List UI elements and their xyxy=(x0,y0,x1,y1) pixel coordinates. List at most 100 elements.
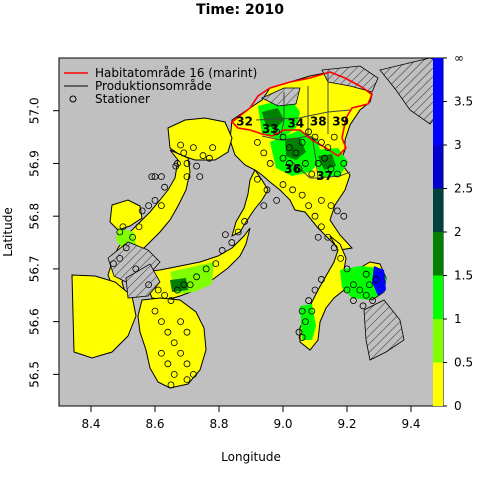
station-marker xyxy=(330,133,338,141)
production-labels: 32 33 34 38 39 36 37 xyxy=(236,114,349,182)
prod-boundary-37 xyxy=(311,135,351,179)
production-area-label: 33 xyxy=(262,122,279,136)
station-marker xyxy=(333,170,341,178)
station-marker xyxy=(138,207,146,215)
station-marker xyxy=(164,360,172,368)
station-marker xyxy=(317,223,325,231)
colorbar-bin xyxy=(433,362,443,406)
water-far-west xyxy=(71,274,137,359)
y-tick-label: 56.7 xyxy=(28,256,42,283)
station-marker xyxy=(199,152,207,159)
station-marker xyxy=(157,349,165,357)
station-marker xyxy=(289,186,297,194)
station-marker xyxy=(183,173,191,181)
station-marker xyxy=(110,260,117,268)
station-marker xyxy=(221,231,229,239)
water-northwest-lobe xyxy=(109,199,143,231)
station-marker xyxy=(279,133,287,141)
station-marker xyxy=(317,196,325,204)
legend-circle-symbol xyxy=(69,95,77,103)
prod-boundary-36-37 xyxy=(289,159,320,179)
station-marker xyxy=(340,160,348,167)
y-tick-label: 56.8 xyxy=(28,203,42,230)
x-tick-label: 8.6 xyxy=(145,417,164,431)
station-marker xyxy=(372,276,380,283)
station-marker xyxy=(337,254,345,262)
x-tick-label: 8.4 xyxy=(81,417,100,431)
station-marker xyxy=(285,144,293,152)
prod-boundary-36 xyxy=(261,135,319,141)
habitat-boundary xyxy=(230,71,373,158)
station-marker xyxy=(359,302,367,310)
station-marker xyxy=(333,207,341,215)
x-axis: 8.4 8.6 8.8 9.0 9.2 9.4 xyxy=(81,406,421,431)
colorbar-bin xyxy=(433,188,443,232)
station-marker xyxy=(343,265,351,273)
station-marker xyxy=(180,149,188,157)
colorbar-label: 3.5 xyxy=(454,95,473,109)
station-marker xyxy=(202,265,210,273)
colorbar-label: 2 xyxy=(454,225,462,239)
station-marker xyxy=(349,297,357,304)
colorbar-bin xyxy=(433,58,443,102)
station-marker xyxy=(266,160,274,167)
station-marker xyxy=(298,138,306,146)
station-marker xyxy=(157,173,165,181)
station-marker xyxy=(157,318,165,326)
station-marker xyxy=(295,165,303,173)
station-marker xyxy=(122,244,130,252)
station-marker xyxy=(298,307,306,315)
station-marker xyxy=(263,186,271,194)
station-marker xyxy=(308,307,316,315)
station-marker xyxy=(311,133,319,141)
station-marker xyxy=(218,247,226,254)
station-marker xyxy=(189,144,197,152)
colorbar-label: 0 xyxy=(454,399,462,413)
station-marker xyxy=(205,154,213,162)
production-area-label: 38 xyxy=(310,114,327,128)
station-marker xyxy=(301,160,309,167)
station-marker xyxy=(132,265,140,273)
station-marker xyxy=(161,183,169,191)
station-marker xyxy=(183,360,191,368)
station-marker xyxy=(305,202,313,210)
station-marker xyxy=(193,273,201,281)
prod-boundary-33-34 xyxy=(279,92,285,141)
station-marker xyxy=(311,286,319,294)
station-marker xyxy=(362,291,370,299)
water-southwest-bay xyxy=(137,297,207,389)
station-marker xyxy=(135,223,143,231)
y-tick-label: 56.6 xyxy=(28,308,42,335)
colorbar-label: ∞ xyxy=(454,51,464,65)
station-marker xyxy=(365,281,373,289)
station-marker xyxy=(273,128,281,136)
station-marker xyxy=(173,160,181,167)
shade-southeast-blue xyxy=(372,266,386,296)
station-marker xyxy=(170,339,178,347)
production-area-label: 34 xyxy=(287,117,304,131)
station-marker xyxy=(301,318,309,326)
station-marker xyxy=(314,233,322,241)
station-marker xyxy=(228,239,236,246)
station-marker xyxy=(324,233,332,241)
hatched-west-island-2 xyxy=(125,263,161,299)
station-marker xyxy=(321,154,329,162)
station-marker xyxy=(314,160,322,167)
station-marker xyxy=(196,173,204,181)
station-marker xyxy=(116,254,124,262)
station-marker xyxy=(253,138,261,146)
water-central-band xyxy=(141,227,251,301)
station-marker xyxy=(116,228,124,236)
station-marker xyxy=(167,297,175,304)
station-marker xyxy=(170,370,178,378)
station-marker xyxy=(173,286,181,294)
station-marker xyxy=(177,349,185,357)
legend-label: Habitatområde 16 (marint) xyxy=(95,66,257,80)
colorbar-bin xyxy=(433,319,443,363)
station-marker xyxy=(189,370,197,378)
production-area-label: 37 xyxy=(316,169,333,183)
colorbar-bin xyxy=(433,232,443,276)
colorbar-label: 2.5 xyxy=(454,182,473,196)
hatched-southeast xyxy=(363,299,405,361)
